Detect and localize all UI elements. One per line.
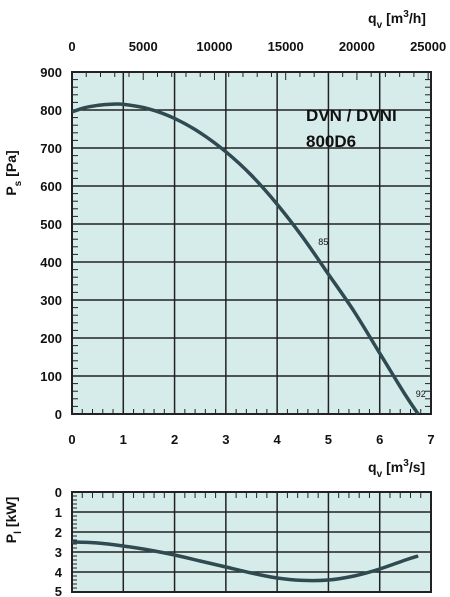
- x-tick-label: 4: [274, 432, 282, 447]
- y-tick-label: 600: [40, 179, 62, 194]
- y-tick-label: 800: [40, 103, 62, 118]
- pressure-plot-area: [71, 71, 432, 415]
- y-tick-label: 500: [40, 217, 62, 232]
- pressure-grid: [71, 71, 432, 415]
- pressure-axis-labels: 0 100 200 300 400 500 600 700 800 900 0 1 2 3 4 5 6 7 0 500…: [3, 9, 446, 480]
- x2-tick-label: 5000: [129, 39, 158, 54]
- power-chart: 0 1 2 3 4 5 Pl[kW]: [3, 485, 432, 597]
- y-tick-label: 700: [40, 141, 62, 156]
- power-y-axis-title: Pl[kW]: [3, 497, 24, 543]
- x-tick-label: 5: [325, 432, 332, 447]
- x-tick-label: 7: [427, 432, 434, 447]
- y-tick-label: 400: [40, 255, 62, 270]
- y-tick-label: 0: [55, 407, 62, 422]
- x-tick-label: 6: [376, 432, 383, 447]
- x2-axis-title: qv [m3/h]: [368, 9, 426, 31]
- y-axis-title: Ps[Pa]: [3, 150, 24, 195]
- model-title: DVN / DVNI: [306, 106, 397, 125]
- power-y-tick-label: 0: [55, 485, 62, 500]
- power-curve: [71, 540, 419, 583]
- x2-tick-label: 25000: [410, 39, 446, 54]
- y-tick-label: 200: [40, 331, 62, 346]
- power-plot-area: [71, 491, 432, 593]
- power-y-tick-label: 4: [55, 565, 63, 580]
- power-y-tick-label: 1: [55, 505, 62, 520]
- y-tick-label: 300: [40, 293, 62, 308]
- pressure-chart: 0 100 200 300 400 500 600 700 800 900 0 1 2 3 4 5 6 7 0 500…: [3, 9, 446, 480]
- x-tick-label: 1: [120, 432, 127, 447]
- y-tick-label: 100: [40, 369, 62, 384]
- model-subtitle: 800D6: [306, 132, 356, 151]
- x-tick-label: 2: [171, 432, 178, 447]
- pressure-curve: [71, 102, 420, 415]
- power-minor-ticks: [71, 491, 432, 593]
- x2-tick-label: 10000: [196, 39, 232, 54]
- power-y-tick-label: 5: [55, 584, 62, 597]
- x-tick-label: 3: [222, 432, 229, 447]
- power-y-tick-label: 2: [55, 525, 62, 540]
- x2-tick-label: 15000: [268, 39, 304, 54]
- pressure-minor-ticks: [71, 71, 432, 415]
- y-tick-label: 900: [40, 65, 62, 80]
- x-tick-label: 0: [68, 432, 75, 447]
- x2-tick-label: 20000: [339, 39, 375, 54]
- power-axis-labels: 0 1 2 3 4 5 Pl[kW]: [3, 485, 63, 597]
- curve-point-label: 92: [416, 389, 426, 399]
- x-axis-title: qv [m3/s]: [368, 458, 425, 480]
- power-y-tick-label: 3: [55, 545, 62, 560]
- x2-tick-label: 0: [68, 39, 75, 54]
- curve-point-label: 85: [318, 237, 328, 247]
